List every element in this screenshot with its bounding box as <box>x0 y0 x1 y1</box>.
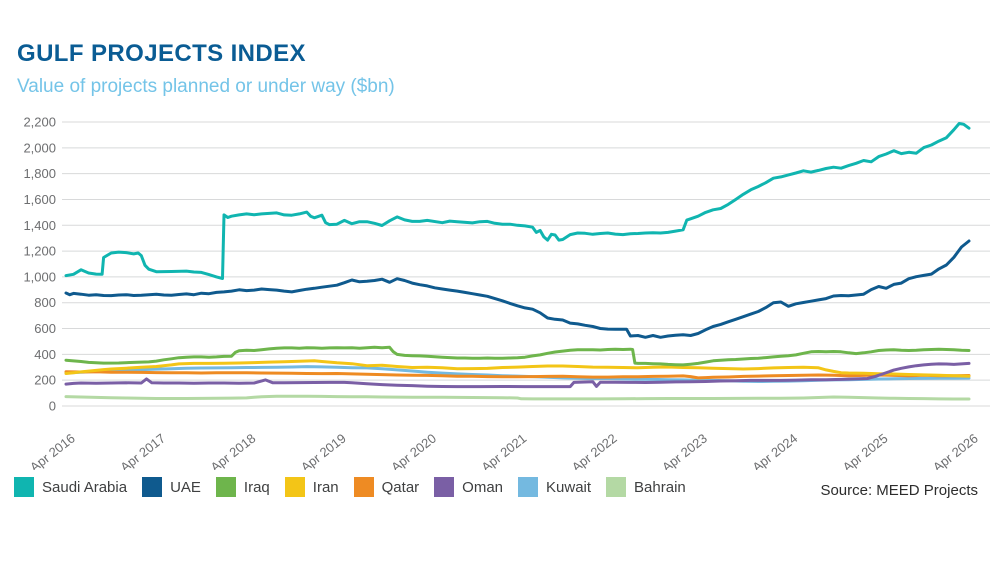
line-chart-plot: 0 200 400 600 800 1,000 1,200 1,400 1,600 1,800 2,… <box>23 115 990 470</box>
series-line-qatar <box>64 370 971 380</box>
series-line-saudi-arabia <box>64 122 971 280</box>
legend-item-bahrain: Bahrain <box>606 477 686 497</box>
legend-label: Iran <box>312 478 339 496</box>
legend-swatch-icon <box>606 477 627 497</box>
legend-swatch-icon <box>215 477 236 497</box>
source-label: Source: MEED Projects <box>820 482 978 499</box>
legend-label: Qatar <box>381 478 420 496</box>
y-axis-tick-label: 1,400 <box>23 218 56 233</box>
legend-swatch-icon <box>142 477 163 497</box>
x-axis-tick-label: Apr 2022 <box>569 431 620 470</box>
series-line-bahrain <box>64 394 971 401</box>
y-axis-tick-label: 600 <box>34 321 56 336</box>
legend-label: Saudi Arabia <box>42 478 128 496</box>
x-axis-tick-label: Apr 2025 <box>840 431 891 470</box>
chart-subtitle: Value of projects planned or under way (… <box>17 76 395 97</box>
series-line-iraq <box>64 345 971 367</box>
legend-label: Iraq <box>243 478 270 496</box>
x-axis-tick-label: Apr 2020 <box>388 431 439 470</box>
y-axis-tick-label: 0 <box>49 399 56 414</box>
x-axis-tick-label: Apr 2021 <box>479 431 530 470</box>
y-axis-tick-label: 200 <box>34 373 56 388</box>
chart-legend: Saudi Arabia UAE Iraq Iran Qatar Oman Kuwait Ba… <box>14 477 686 497</box>
x-axis-tick-label: Apr 2016 <box>27 431 78 470</box>
legend-label: UAE <box>170 478 201 496</box>
y-axis-tick-label: 1,000 <box>23 269 56 284</box>
y-axis-tick-label: 800 <box>34 295 56 310</box>
legend-label: Bahrain <box>634 478 686 496</box>
legend-swatch-icon <box>14 477 34 497</box>
x-axis-tick-label: Apr 2017 <box>117 431 168 470</box>
legend-item-iraq: Iraq <box>215 477 270 497</box>
y-axis-tick-label: 2,200 <box>23 115 56 130</box>
y-axis-tick-label: 1,800 <box>23 166 56 181</box>
legend-item-kuwait: Kuwait <box>518 477 591 497</box>
page-title: GULF PROJECTS INDEX <box>17 40 306 67</box>
legend-item-oman: Oman <box>434 477 503 497</box>
y-axis-tick-label: 1,200 <box>23 244 56 259</box>
y-axis-tick-label: 1,600 <box>23 192 56 207</box>
legend-item-iran: Iran <box>284 477 339 497</box>
legend-item-saudi-arabia: Saudi Arabia <box>14 477 127 497</box>
y-axis-tick-label: 400 <box>34 347 56 362</box>
series-line-oman <box>64 361 971 389</box>
y-axis-tick-label: 2,000 <box>23 140 56 155</box>
legend-swatch-icon <box>353 477 374 497</box>
legend-swatch-icon <box>284 477 305 497</box>
legend-label: Oman <box>462 478 504 496</box>
legend-swatch-icon <box>518 477 539 497</box>
x-axis-tick-label: Apr 2026 <box>930 431 981 470</box>
legend-swatch-icon <box>434 477 455 497</box>
x-axis-tick-label: Apr 2024 <box>749 431 800 470</box>
x-axis-tick-label: Apr 2023 <box>659 431 710 470</box>
legend-item-qatar: Qatar <box>353 477 420 497</box>
series-line-iran <box>64 359 971 378</box>
x-axis-tick-label: Apr 2019 <box>298 431 349 470</box>
legend-label: Kuwait <box>546 478 592 496</box>
series-line-uae <box>64 239 971 339</box>
legend-item-uae: UAE <box>142 477 201 497</box>
x-axis-tick-label: Apr 2018 <box>208 431 259 470</box>
